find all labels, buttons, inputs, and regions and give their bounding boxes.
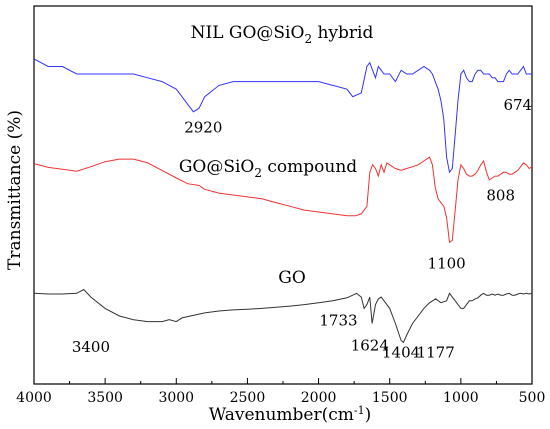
x-axis-title-end: ): [365, 405, 372, 425]
series-line: [33, 288, 533, 344]
plot-frame: [33, 5, 533, 385]
series-label: NIL GO@SiO2 hybrid: [191, 23, 374, 46]
series-label-main: NIL GO@SiO: [191, 23, 305, 43]
x-axis-title-sup: -1: [354, 404, 365, 417]
x-axis-title: Wavenumber(cm-1): [209, 404, 372, 425]
x-tick-label: 1000: [443, 390, 479, 406]
x-tick-label: 4000: [16, 390, 52, 406]
series-line: [33, 58, 532, 174]
series-label-sub: 2: [254, 166, 262, 180]
peak-label: 2920: [184, 119, 222, 137]
series-lines: [33, 58, 533, 344]
peak-label: 674: [503, 96, 532, 114]
x-tick-label: 2000: [301, 390, 337, 406]
x-tick-label: 2500: [230, 390, 266, 406]
series-label: GO: [278, 268, 306, 288]
x-tick-label: 3000: [158, 390, 194, 406]
peak-label: 1733: [319, 311, 357, 329]
peak-label: 3400: [72, 338, 110, 356]
series-line: [33, 156, 533, 244]
peak-label: 808: [486, 187, 515, 205]
y-axis-title: Transmittance (%): [5, 110, 25, 270]
x-tick-label: 1500: [372, 390, 408, 406]
x-tick-label: 500: [519, 390, 546, 406]
peak-label: 1404: [382, 344, 420, 362]
peak-label: 1624: [351, 337, 389, 355]
peak-label: 1100: [428, 255, 466, 273]
series-label-end: hybrid: [312, 23, 373, 43]
series-label: GO@SiO2 compound: [179, 157, 357, 180]
series-label-main: GO@SiO: [179, 157, 255, 177]
peak-label: 1177: [417, 344, 455, 362]
x-tick-label: 3500: [87, 390, 123, 406]
series-label-end: compound: [262, 157, 357, 177]
series-label-sub: 2: [304, 32, 312, 46]
series-label-main: GO: [278, 268, 306, 288]
x-axis-ticks: 4000 3500 3000 2500 2000 1500 1000 500: [16, 378, 545, 406]
x-axis-title-main: Wavenumber(cm: [209, 405, 354, 425]
